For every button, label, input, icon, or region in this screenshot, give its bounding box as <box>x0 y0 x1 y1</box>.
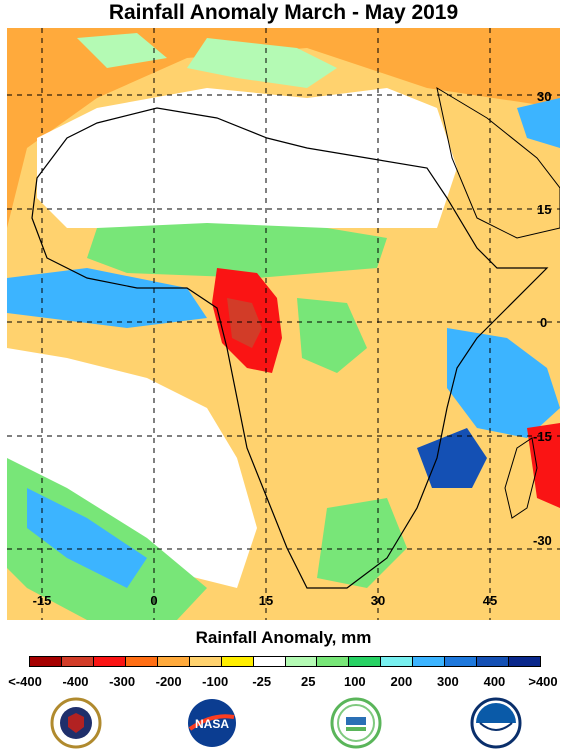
legend-label: -400 <box>62 674 89 689</box>
lon-label-45: 45 <box>483 593 497 608</box>
legend-swatch <box>61 657 94 666</box>
lat-label-0: 0 <box>540 315 547 330</box>
middle-east-wet-zone <box>517 98 560 148</box>
rainfall-anomaly-map: 30 15 0 -15 -30 -15 0 15 30 45 <box>7 28 560 620</box>
southern-africa-wet-zone <box>317 498 407 588</box>
graticule <box>7 28 560 620</box>
legend-title: Rainfall Anomaly, mm <box>195 628 372 647</box>
africa-coastline <box>31 107 549 589</box>
lon-label-0: 0 <box>150 593 157 608</box>
mozambique-wet-core <box>417 428 487 488</box>
map-title: Rainfall Anomaly March - May 2019 <box>108 1 459 24</box>
noaa-logo <box>470 697 522 749</box>
north-dry-zone <box>7 28 560 228</box>
legend-color-bar <box>29 656 541 667</box>
legend-label: 25 <box>301 674 316 689</box>
legend-swatch <box>477 657 510 666</box>
legend-labels: <-400 -400 -300 -200 -100 -25 25 100 200 300 400 >4… <box>0 674 567 692</box>
legend-swatch <box>157 657 190 666</box>
lat-label-15: 15 <box>537 202 551 217</box>
sahara-zone <box>37 88 457 228</box>
lon-label-30: 30 <box>371 593 385 608</box>
mediterranean-wet-zone <box>187 38 337 88</box>
lon-label-minus15: -15 <box>33 593 52 608</box>
south-atlantic-zone <box>7 348 257 588</box>
lat-label-minus30: -30 <box>533 533 552 548</box>
legend-swatch <box>509 657 540 666</box>
legend-swatch <box>413 657 446 666</box>
legend-label: >400 <box>528 674 558 689</box>
legend-swatch <box>349 657 382 666</box>
legend-swatch <box>93 657 126 666</box>
legend-swatch <box>30 657 62 666</box>
usda-cmave-logo <box>330 697 382 749</box>
legend-label: <-400 <box>8 674 42 689</box>
gulf-guinea-wet-band <box>7 268 207 328</box>
legend-label: -100 <box>202 674 229 689</box>
legend-label: 400 <box>483 674 506 689</box>
legend-swatch <box>317 657 350 666</box>
svg-text:NASA: NASA <box>195 717 229 731</box>
madagascar-dry-zone <box>527 423 560 508</box>
congo-wet-zone <box>297 298 367 373</box>
legend-swatch <box>445 657 478 666</box>
legend-swatch <box>285 657 318 666</box>
arabia-coastline <box>436 86 560 239</box>
legend-label: -25 <box>252 674 272 689</box>
legend-label: 100 <box>343 674 366 689</box>
east-africa-wet-zone <box>447 328 560 438</box>
legend-label: -300 <box>109 674 136 689</box>
northwest-wet-zone <box>77 33 167 68</box>
legend-swatch <box>125 657 158 666</box>
lat-label-30: 30 <box>537 89 551 104</box>
legend-label: 200 <box>390 674 413 689</box>
madagascar-coastline <box>504 437 538 519</box>
lat-label-minus15: -15 <box>533 429 552 444</box>
lon-label-15: 15 <box>259 593 273 608</box>
legend-swatch <box>253 657 286 666</box>
legend-label: 300 <box>437 674 459 689</box>
south-atlantic-wet-core <box>27 488 147 588</box>
legend-label: -200 <box>155 674 182 689</box>
central-africa-extreme-dry <box>227 298 262 348</box>
sahel-wet-zone <box>87 223 387 278</box>
legend-swatch <box>381 657 414 666</box>
defense-health-agency-logo <box>50 697 102 749</box>
legend-swatch <box>189 657 222 666</box>
nasa-logo: NASA <box>188 699 236 747</box>
legend-swatch <box>221 657 254 666</box>
